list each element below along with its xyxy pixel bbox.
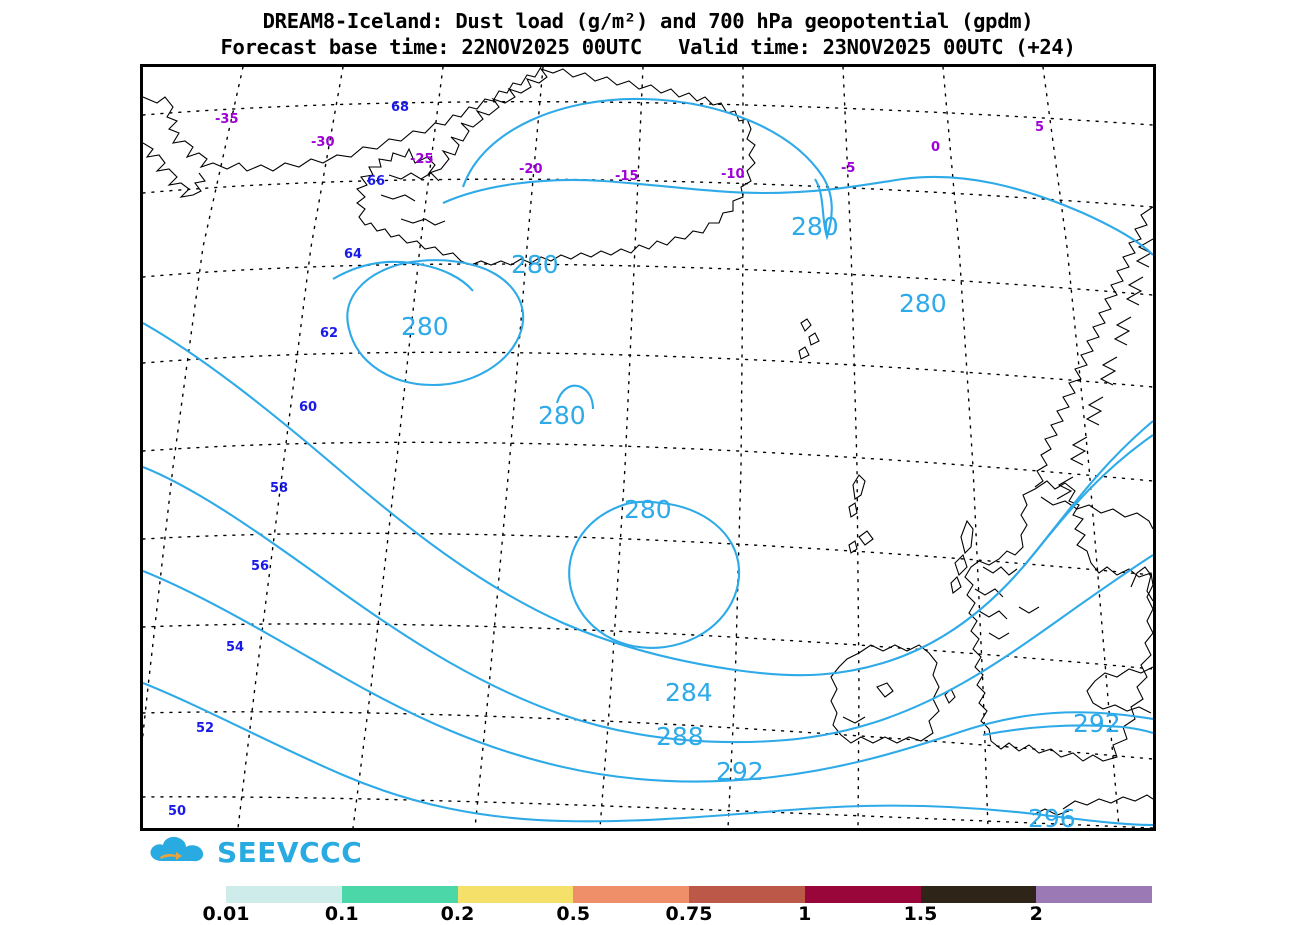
colorbar-segment-4 [689,886,805,903]
contour-296 [143,682,1153,827]
title-line-1: DREAM8-Iceland: Dust load (g/m²) and 700… [262,9,1034,33]
contour-288 [143,466,1153,744]
lat-label-62: 62 [320,326,338,341]
lat-label-52: 52 [196,721,214,736]
lon-label-m10: -10 [721,167,745,182]
map-canvas: 280 280 280 280 280 280 284 288 292 292 … [143,67,1153,828]
seevccc-logo: SEEVCCC [148,834,362,870]
contour-292-right [982,724,1153,737]
colorbar-segment-5 [804,886,921,903]
colorbar-tick-0.1: 0.1 [324,903,359,925]
colorbar-tick-2: 2 [1029,903,1043,925]
lat-label-50: 50 [168,804,186,819]
contour-280-sw [332,260,474,292]
contour-label-280-f: 280 [624,495,672,524]
lat-label-60: 60 [299,400,317,415]
colorbar-segment-2 [457,886,574,903]
lat-label-56: 56 [251,559,269,574]
lon-label-m35: -35 [215,112,239,127]
lon-label-m25: -25 [410,152,434,167]
contour-280-loop-center [568,500,741,649]
geopotential-contours [143,97,1153,827]
lon-label-m15: -15 [615,169,639,184]
lon-label-0: 0 [931,140,940,155]
map-panel[interactable]: 280 280 280 280 280 280 284 288 292 292 … [140,64,1156,831]
contour-label-296: 296 [1028,804,1076,828]
contour-label-288: 288 [656,722,704,751]
lon-label-5: 5 [1035,120,1044,135]
colorbar-tick-labels: 0.01 0.1 0.2 0.5 0.75 1 1.5 2 [203,903,1152,925]
colorbar-segment-7 [1036,886,1152,903]
lat-label-58: 58 [270,481,288,496]
lat-label-66: 66 [367,174,385,189]
dust-load-colorbar [226,886,1152,903]
lon-label-m20: -20 [519,162,543,177]
colorbar-tick-0.01: 0.01 [202,903,250,925]
lat-label-68: 68 [391,100,409,115]
contour-label-280-b: 280 [511,250,559,279]
contour-280-arc-mid [555,384,595,410]
contour-label-292-a: 292 [716,757,764,786]
colorbar-tick-0.75: 0.75 [665,903,713,925]
colorbar-tick-1: 1 [798,903,812,925]
colorbar-segment-1 [341,886,458,903]
contour-280-north [462,97,833,241]
parallel-gridlines [143,101,1153,828]
colorbar-tick-1.5: 1.5 [903,903,938,925]
latitude-labels: 50 52 54 56 58 60 62 64 66 68 [168,100,409,819]
contour-label-292-b: 292 [1073,709,1121,738]
contour-label-280-c: 280 [899,289,947,318]
contour-label-280-a: 280 [791,212,839,241]
longitude-labels: -35 -30 -25 -20 -15 -10 -5 0 5 [215,112,1044,184]
contour-280-east [442,175,1153,256]
lat-label-54: 54 [226,640,244,655]
colorbar-tick-0.5: 0.5 [556,903,591,925]
title-block: DREAM8-Iceland: Dust load (g/m²) and 700… [0,8,1296,60]
colorbar-segment-3 [573,886,689,903]
colorbar-segment-6 [920,886,1037,903]
colorbar-tick-0.2: 0.2 [440,903,475,925]
contour-280-loop-sw [346,259,525,387]
contour-label-280-e: 280 [538,401,586,430]
contour-284-ne [1022,434,1153,568]
contour-labels: 280 280 280 280 280 280 284 288 292 292 … [401,212,1121,828]
coastlines [143,67,1153,816]
contour-label-284: 284 [665,678,713,707]
lat-label-64: 64 [344,247,362,262]
contour-label-280-d: 280 [401,312,449,341]
colorbar-segment-0 [226,886,342,903]
lon-label-m30: -30 [311,135,335,150]
lon-label-m5: -5 [841,161,855,176]
title-line-2: Forecast base time: 22NOV2025 00UTC Vali… [220,35,1076,59]
seevccc-logo-text: SEEVCCC [217,835,363,869]
contour-292 [143,570,1153,783]
cloud-icon [150,836,204,862]
